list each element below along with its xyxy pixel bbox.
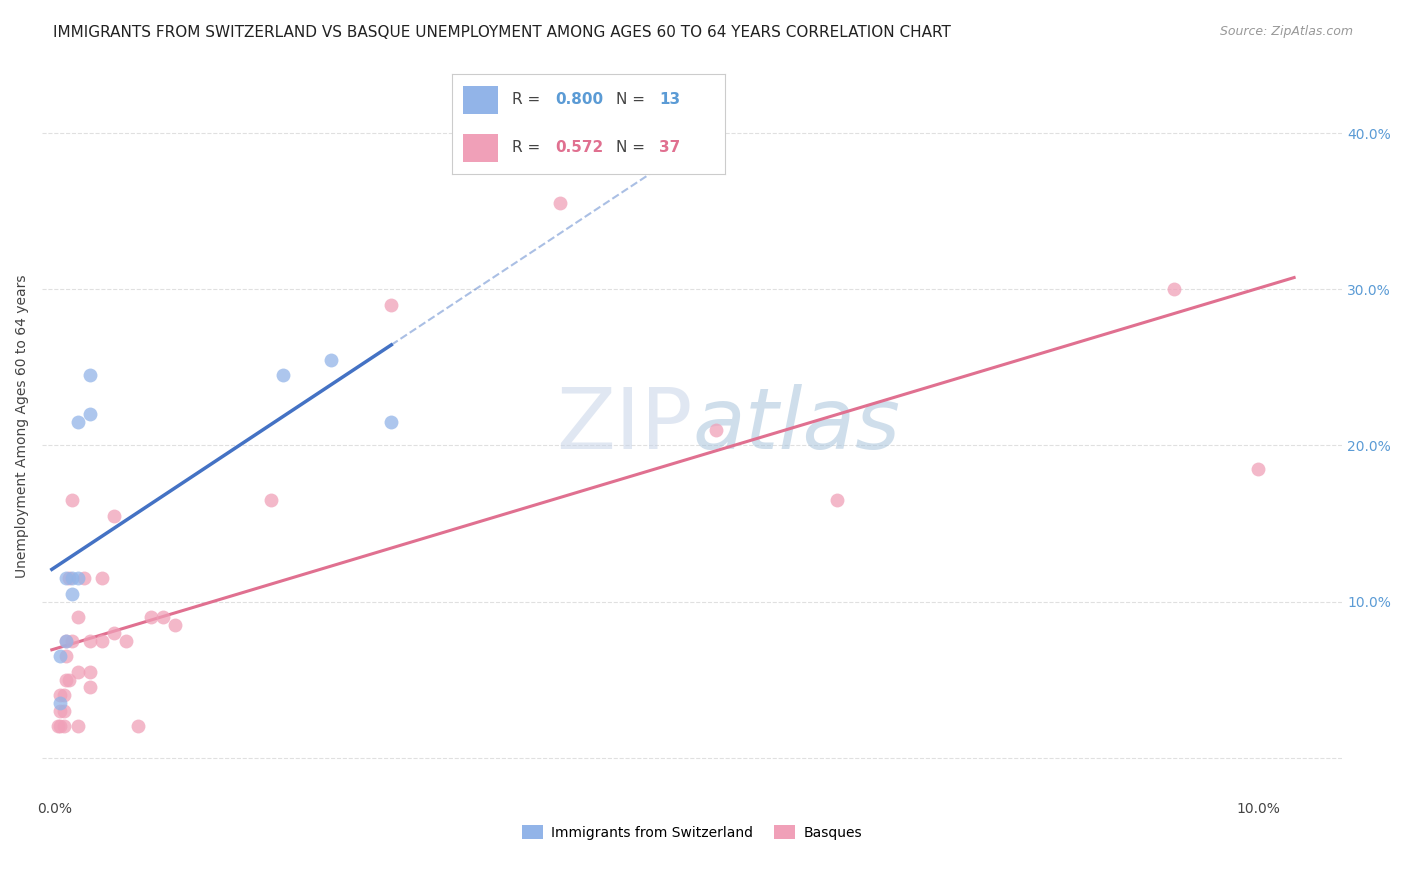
Point <box>49 649 72 664</box>
Point <box>79 665 101 679</box>
Point <box>55 633 77 648</box>
Point <box>49 696 72 710</box>
Point <box>55 571 77 585</box>
Point <box>55 673 77 687</box>
Point <box>60 493 83 508</box>
Point <box>49 719 72 733</box>
Point <box>52 719 75 733</box>
Point <box>91 571 114 585</box>
Point <box>79 681 101 695</box>
Point <box>271 368 294 383</box>
Point <box>79 368 101 383</box>
Point <box>67 415 90 429</box>
Point <box>103 625 125 640</box>
Point <box>49 688 72 702</box>
Point <box>67 719 90 733</box>
Point <box>58 571 80 585</box>
Point <box>67 610 90 624</box>
Text: ZIP: ZIP <box>555 384 692 467</box>
Text: IMMIGRANTS FROM SWITZERLAND VS BASQUE UNEMPLOYMENT AMONG AGES 60 TO 64 YEARS COR: IMMIGRANTS FROM SWITZERLAND VS BASQUE UN… <box>53 25 952 40</box>
Point <box>825 493 848 508</box>
Y-axis label: Unemployment Among Ages 60 to 64 years: Unemployment Among Ages 60 to 64 years <box>15 274 30 578</box>
Point <box>1247 462 1270 476</box>
Point <box>73 571 96 585</box>
Point <box>91 633 114 648</box>
Point <box>319 352 342 367</box>
Point <box>380 415 402 429</box>
Point <box>55 649 77 664</box>
Point <box>55 633 77 648</box>
Point <box>152 610 174 624</box>
Point <box>67 665 90 679</box>
Point <box>128 719 150 733</box>
Point <box>60 571 83 585</box>
Text: Source: ZipAtlas.com: Source: ZipAtlas.com <box>1219 25 1353 38</box>
Point <box>260 493 283 508</box>
Point <box>49 704 72 718</box>
Point <box>60 587 83 601</box>
Point <box>103 508 125 523</box>
Text: atlas: atlas <box>692 384 900 467</box>
Point <box>52 704 75 718</box>
Point <box>1163 282 1185 296</box>
Point <box>52 688 75 702</box>
Point <box>67 571 90 585</box>
Point <box>139 610 162 624</box>
Point <box>79 633 101 648</box>
Point <box>46 719 69 733</box>
Point <box>60 633 83 648</box>
Point <box>548 196 571 211</box>
Point <box>380 298 402 312</box>
Point <box>115 633 138 648</box>
Point <box>704 423 727 437</box>
Point <box>58 673 80 687</box>
Point <box>163 618 186 632</box>
Legend: Immigrants from Switzerland, Basques: Immigrants from Switzerland, Basques <box>517 820 868 846</box>
Point <box>79 407 101 421</box>
